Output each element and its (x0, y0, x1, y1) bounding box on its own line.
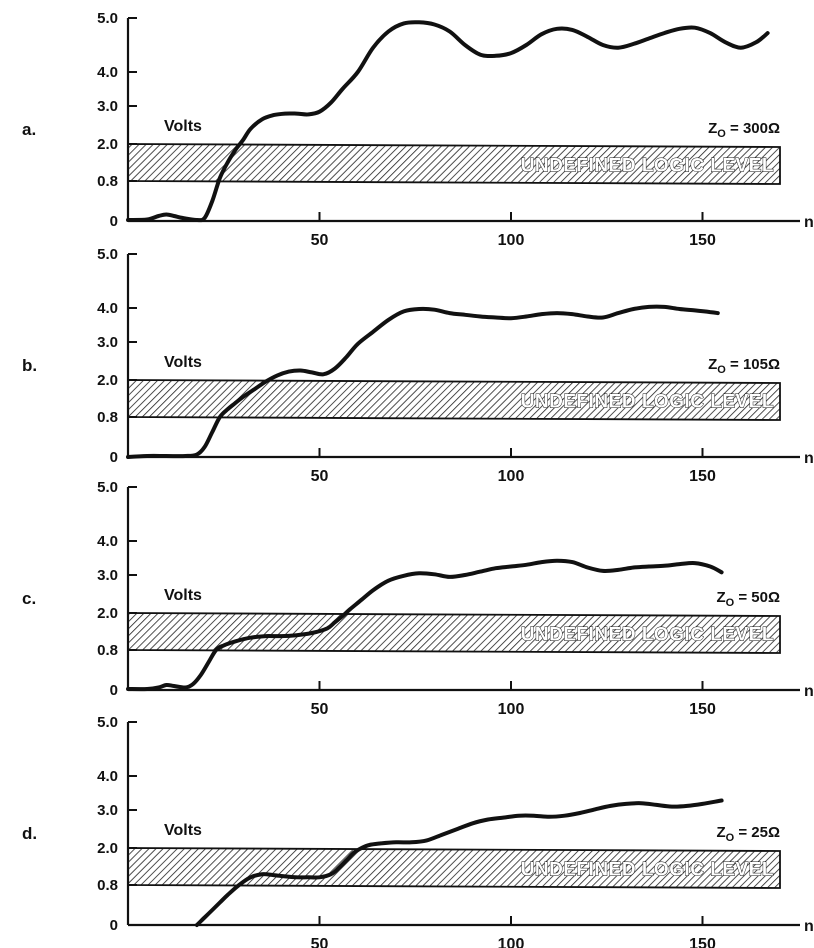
waveform-line (126, 20, 770, 223)
x-tick-label: 50 (311, 232, 329, 249)
y-tick-label: 0 (110, 213, 118, 230)
y-tick-label: 0 (110, 917, 118, 934)
y-tick-label: 4.0 (97, 300, 118, 317)
x-tick-label: 100 (498, 701, 525, 718)
waveform-line (194, 798, 724, 927)
x-tick-label: 150 (689, 232, 716, 249)
y-tick-label: 5.0 (97, 479, 118, 496)
y-tick-label: 4.0 (97, 64, 118, 81)
x-tick-label: 50 (311, 701, 329, 718)
x-tick-label: 150 (689, 701, 716, 718)
y-tick-label: 4.0 (97, 533, 118, 550)
y-tick-label: 4.0 (97, 768, 118, 785)
y-tick-label: 2.0 (97, 605, 118, 622)
chart-panel-b: UNDEFINED LOGIC LEVEL 0 0.8 2.0 3.0 4.0 5.0 50 1… (22, 246, 814, 485)
waveform-line (126, 558, 724, 692)
x-tick-label: 150 (689, 936, 716, 948)
x-tick-label: 100 (498, 468, 525, 485)
y-tick-label: 2.0 (97, 136, 118, 153)
y-axis-label: Volts (164, 822, 202, 839)
y-tick-label: 0 (110, 449, 118, 466)
y-tick-label: 3.0 (97, 802, 118, 819)
y-tick-label: 0.8 (97, 409, 118, 426)
panel-letter: c. (22, 589, 36, 608)
y-tick-label: 0 (110, 682, 118, 699)
y-tick-label: 0.8 (97, 173, 118, 190)
y-tick-label: 3.0 (97, 98, 118, 115)
band-label: UNDEFINED LOGIC LEVEL (521, 860, 774, 881)
y-tick-label: 0.8 (97, 642, 118, 659)
x-tick-label: 50 (311, 468, 329, 485)
band-label: UNDEFINED LOGIC LEVEL (521, 156, 774, 177)
waveform-line (126, 304, 720, 459)
y-tick-label: 0.8 (97, 877, 118, 894)
panel-letter: d. (22, 824, 37, 843)
impedance-label: ZO = 105Ω (708, 356, 780, 376)
y-tick-label: 2.0 (97, 840, 118, 857)
x-unit-label: ns (804, 450, 814, 467)
y-axis-label: Volts (164, 354, 202, 371)
impedance-label: ZO = 300Ω (708, 120, 780, 140)
y-tick-label: 3.0 (97, 334, 118, 351)
y-tick-label: 2.0 (97, 372, 118, 389)
y-tick-label: 5.0 (97, 714, 118, 731)
y-tick-label: 3.0 (97, 567, 118, 584)
y-tick-label: 5.0 (97, 10, 118, 27)
band-label: UNDEFINED LOGIC LEVEL (521, 392, 774, 413)
x-tick-label: 100 (498, 232, 525, 249)
x-unit-label: ns (804, 918, 814, 935)
x-tick-label: 100 (498, 936, 525, 948)
x-unit-label: ns (804, 683, 814, 700)
x-tick-label: 150 (689, 468, 716, 485)
chart-panel-a: UNDEFINED LOGIC LEVEL 0 0.8 2.0 3.0 4.0 5.0 50 1… (22, 10, 814, 249)
impedance-label: ZO = 25Ω (716, 824, 780, 844)
chart-panel-c: UNDEFINED LOGIC LEVEL 0 0.8 2.0 3.0 4.0 5.0 50 1… (22, 479, 814, 718)
x-unit-label: ns (804, 214, 814, 231)
x-tick-label: 50 (311, 936, 329, 948)
y-axis-label: Volts (164, 587, 202, 604)
y-tick-label: 5.0 (97, 246, 118, 263)
y-axis-label: Volts (164, 118, 202, 135)
panel-letter: a. (22, 120, 36, 139)
band-label: UNDEFINED LOGIC LEVEL (521, 625, 774, 646)
chart-panel-d: UNDEFINED LOGIC LEVEL 0 0.8 2.0 3.0 4.0 5.0 50 1… (22, 714, 814, 948)
panel-letter: b. (22, 356, 37, 375)
impedance-label: ZO = 50Ω (716, 589, 780, 609)
